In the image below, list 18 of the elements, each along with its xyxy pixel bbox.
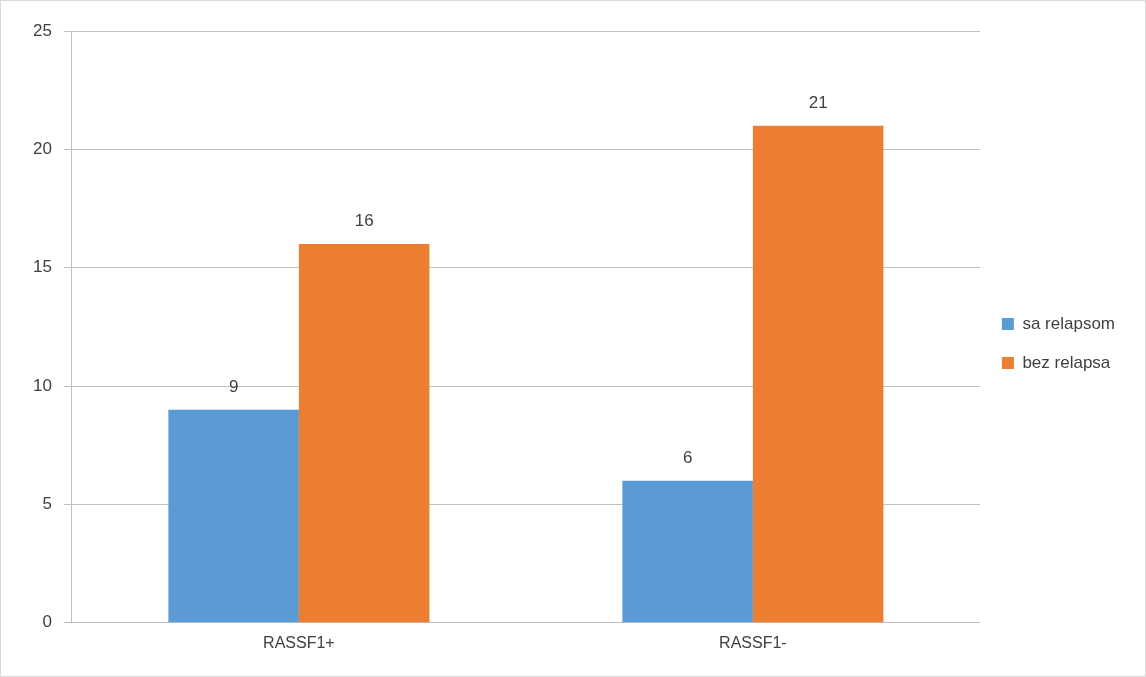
y-tick-label: 10	[32, 375, 52, 395]
bar	[622, 480, 753, 623]
x-tick-label: RASSF1-	[719, 633, 787, 651]
bar	[752, 125, 884, 623]
y-tick-label: 20	[32, 139, 52, 159]
data-label: 9	[228, 376, 239, 396]
bar	[168, 409, 299, 623]
y-tick-label: 15	[32, 257, 52, 277]
data-label: 6	[682, 447, 693, 467]
legend-label: sa relapsom	[1022, 313, 1116, 333]
y-tick-label: 25	[32, 20, 52, 40]
data-label: 21	[808, 92, 828, 112]
y-tick-label: 0	[42, 612, 52, 632]
y-tick-label: 5	[42, 494, 52, 514]
data-label: 16	[354, 211, 374, 231]
bar	[298, 244, 430, 623]
x-tick-label: RASSF1+	[263, 633, 335, 651]
legend-label: bez relapsa	[1022, 352, 1111, 372]
